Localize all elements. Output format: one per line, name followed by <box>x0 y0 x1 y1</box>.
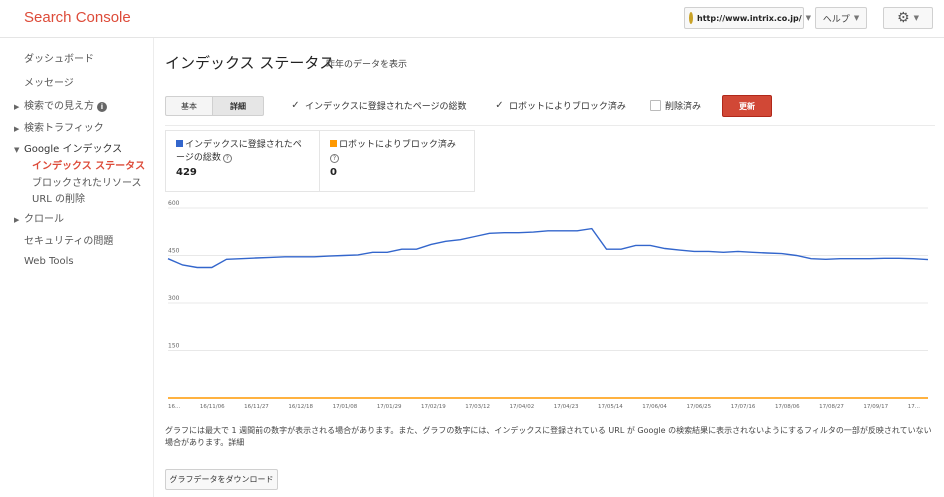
series-line-total-indexed <box>167 227 929 269</box>
x-tick-label: 17/02/19 <box>421 404 446 410</box>
help-icon[interactable]: ? <box>222 154 232 163</box>
y-tick-label: 300 <box>168 295 180 302</box>
sidebar-item-security-issues[interactable]: セキュリティの問題 <box>24 236 114 247</box>
x-tick-label: 16... <box>168 404 180 410</box>
x-tick-label: 17/08/06 <box>775 404 800 410</box>
sidebar-item-messages[interactable]: メッセージ <box>24 78 74 89</box>
metric-blocked-by-robots: ロボットによりブロック済み ? 0 <box>320 130 475 192</box>
x-tick-label: 17/01/08 <box>333 404 358 410</box>
site-selector[interactable]: http://www.intrix.co.jp/ ▼ <box>684 7 811 29</box>
x-tick-label: 17/09/17 <box>863 404 888 410</box>
x-tick-label: 17/03/12 <box>465 404 490 410</box>
sidebar-item-url-removal[interactable]: URL の削除 <box>32 194 86 205</box>
legend-swatch-orange <box>330 140 337 147</box>
sidebar-item-web-tools[interactable]: Web Tools <box>24 256 74 267</box>
help-button[interactable]: ヘルプ ▼ <box>815 7 867 29</box>
sidebar-item-search-appearance[interactable]: ▶ 検索での見え方 i <box>14 97 107 112</box>
sidebar-item-search-traffic[interactable]: ▶ 検索トラフィック <box>14 123 104 134</box>
settings-button[interactable]: ⚙ ▼ <box>883 7 933 29</box>
x-tick-label: 17/01/29 <box>377 404 402 410</box>
chevron-right-icon: ▶ <box>14 125 20 133</box>
x-tick-label: 17/06/25 <box>686 404 711 410</box>
x-tick-label: 17... <box>908 404 920 410</box>
x-tick-label: 16/12/18 <box>288 404 313 410</box>
top-bar: Search Console http://www.intrix.co.jp/ … <box>0 0 944 38</box>
checkbox-blocked-by-robots[interactable]: ✓ ロボットによりブロック済み <box>495 100 626 112</box>
checkmark-icon: ✓ <box>495 100 504 111</box>
site-favicon-icon <box>689 12 693 24</box>
download-chart-data-button[interactable]: グラフデータをダウンロード <box>165 469 278 490</box>
update-button[interactable]: 更新 <box>722 95 772 117</box>
info-icon[interactable]: i <box>97 102 107 112</box>
site-url: http://www.intrix.co.jp/ <box>697 13 802 23</box>
x-tick-label: 17/08/27 <box>819 404 844 410</box>
metric-total-indexed: インデックスに登録されたペ ージの総数? 429 <box>165 130 320 192</box>
x-tick-label: 17/06/04 <box>642 404 667 410</box>
chevron-right-icon: ▶ <box>14 103 20 111</box>
gear-icon: ⚙ <box>897 10 910 26</box>
page-subtitle: 昨年のデータを表示 <box>326 60 408 70</box>
y-tick-label: 600 <box>168 200 180 207</box>
chevron-down-icon: ▼ <box>805 14 812 22</box>
tab-basic[interactable]: 基本 <box>165 96 213 116</box>
chevron-down-icon: ▼ <box>853 14 860 22</box>
divider <box>165 125 935 126</box>
y-tick-label: 450 <box>168 248 180 255</box>
chart-note: グラフには最大で 1 週間前の数字が表示される場合があります。また、グラフの数字… <box>165 426 932 447</box>
checkbox-removed[interactable]: 削除済み <box>650 99 701 112</box>
chevron-down-icon: ▼ <box>14 146 20 154</box>
metric-value: 0 <box>330 167 337 178</box>
y-tick-label: 150 <box>168 343 180 350</box>
checkbox-empty-icon <box>650 100 661 111</box>
sidebar-item-index-status[interactable]: インデックス ステータス <box>32 161 146 172</box>
checkmark-icon: ✓ <box>291 100 300 111</box>
sidebar: ダッシュボード メッセージ ▶ 検索での見え方 i ▶ 検索トラフィック ▼ Googl… <box>0 38 154 497</box>
tab-detail[interactable]: 詳細 <box>212 96 264 116</box>
x-tick-label: 17/04/02 <box>510 404 535 410</box>
sidebar-item-google-index[interactable]: ▼ Google インデックス <box>14 144 123 155</box>
page-title: インデックス ステータス <box>165 54 335 72</box>
x-tick-label: 17/04/23 <box>554 404 579 410</box>
help-icon[interactable]: ? <box>330 154 339 163</box>
app-title[interactable]: Search Console <box>24 9 131 26</box>
x-tick-label: 16/11/06 <box>200 404 225 410</box>
checkbox-total-indexed[interactable]: ✓ インデックスに登録されたページの総数 <box>291 100 467 112</box>
index-status-chart[interactable]: 600 450 300 150 16... 16/11/06 16/11/27 16/12/1… <box>162 200 936 415</box>
legend-swatch-blue <box>176 140 183 147</box>
sidebar-item-crawl[interactable]: ▶ クロール <box>14 214 64 225</box>
metric-value: 429 <box>176 167 197 178</box>
x-tick-label: 16/11/27 <box>244 404 269 410</box>
x-tick-label: 17/05/14 <box>598 404 623 410</box>
chevron-right-icon: ▶ <box>14 216 20 224</box>
sidebar-item-blocked-resources[interactable]: ブロックされたリソース <box>32 178 142 189</box>
chevron-down-icon: ▼ <box>913 14 919 22</box>
x-tick-label: 17/07/16 <box>731 404 756 410</box>
sidebar-item-dashboard[interactable]: ダッシュボード <box>24 54 94 65</box>
